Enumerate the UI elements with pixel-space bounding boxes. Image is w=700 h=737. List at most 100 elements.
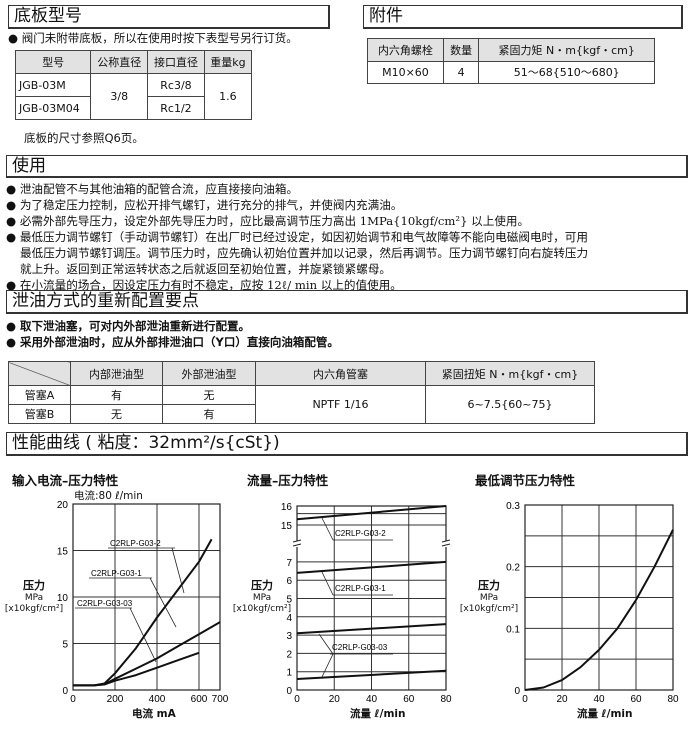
col-port: 接口直径	[147, 50, 205, 74]
chart2-ytick-label: 4	[286, 613, 292, 624]
chart2-plot-frame	[296, 505, 447, 691]
chart2-ytick-label: 3	[286, 631, 292, 642]
axis-break-icon	[441, 539, 451, 547]
chart3-xtick-label: 60	[630, 694, 642, 705]
chart2-ytick-label: 7	[286, 558, 292, 569]
label-leader-line	[318, 633, 334, 655]
chart2-series-line	[296, 669, 447, 680]
chart3-xtick-label: 80	[667, 694, 679, 705]
col-nominal: 公称直径	[90, 50, 149, 74]
label-leader-line	[171, 547, 185, 594]
chart1-series-label: C2RLP-G03-1	[91, 569, 142, 578]
chart2-xtick-label: 0	[294, 694, 300, 705]
chart2-xtick-label: 80	[440, 694, 452, 705]
chart1-series-line	[73, 651, 200, 687]
section-header-accessory: 附件	[363, 5, 683, 29]
chart2-xlabel: 流量 ℓ/min	[350, 708, 406, 720]
chart1-series-label: C2RLP-G03-2	[110, 539, 161, 548]
chart2-series-line	[296, 505, 447, 521]
chart2-ytick-label: 6	[286, 576, 292, 587]
row-label: 管塞B	[8, 404, 71, 424]
usage-item: ● 必需外部先导压力，设定外部先导压力时，应比最高调节压力高出 1MPa{10k…	[6, 214, 530, 228]
chart3-xtick-label: 40	[593, 694, 605, 705]
chart2-series-label: C2RLP-G03-1	[335, 584, 386, 593]
usage-item: ● 泄油配管不与其他油箱的配管合流，应直接接向油箱。	[6, 182, 299, 196]
label-leader-line	[129, 607, 157, 663]
section-header-baseplate: 底板型号	[8, 5, 330, 29]
chart3-xtick-label: 0	[522, 694, 528, 705]
chart3-plot-frame	[524, 504, 674, 691]
chart2-ytick-label: 5	[286, 595, 292, 606]
chart2-series-line	[296, 623, 447, 635]
chart2-xtick-label: 20	[329, 694, 341, 705]
plug-cell: NPTF 1/16	[255, 385, 426, 424]
chart1-subtitle: 电流:80 ℓ/min	[74, 490, 143, 502]
drain-table: 内部泄油型 外部泄油型 内六角管塞 紧固扭矩 N・m{kgf・cm} 管塞A 有无 NPT…	[8, 361, 595, 424]
label-leader-line	[321, 517, 334, 541]
model-cell: JGB-03M04	[14, 96, 92, 120]
usage-item: ● 为了稳定压力控制，应松开排气螺钉，进行充分的排气，并使阀内充满油。	[6, 198, 403, 212]
chart1-ytick-label: 20	[57, 500, 69, 511]
chart3-ytick-label: 0.2	[506, 563, 520, 574]
chart2-ytick-label: 16	[281, 502, 293, 513]
drain-item: ● 取下泄油塞，可对内外部泄油重新进行配置。	[6, 319, 251, 333]
chart3-xtick-label: 20	[556, 694, 568, 705]
port-cell: Rc3/8	[147, 73, 205, 97]
chart1-xtick-label: 600	[191, 694, 208, 705]
col-torque: 紧固力矩 N・m{kgf・cm}	[478, 38, 655, 62]
nominal-cell: 3/8	[90, 73, 149, 120]
chart1-title: 输入电流–压力特性	[12, 473, 119, 488]
internal-cell: 无	[70, 404, 163, 424]
chart1-xlabel: 电流 mA	[132, 708, 176, 720]
chart2-ytick-label: 0	[286, 686, 292, 697]
col-qty: 数量	[442, 38, 480, 62]
external-cell: 有	[162, 404, 256, 424]
chart1-ytick-label: 0	[62, 686, 68, 697]
col-model: 型号	[14, 50, 92, 74]
chart1-ylabel: 压力 MPa [x10kgf/cm²]	[4, 579, 64, 614]
chart3-ytick-label: 0	[514, 686, 520, 697]
usage-item-cont: 就上升。返回到正常运转状态之后就返回至初始位置，并旋紧锁紧螺母。	[20, 262, 392, 276]
baseplate-table: 型号 公称直径 接口直径 重量kg JGB-03M 3/8 Rc3/8 1.6 JGB-03…	[14, 50, 253, 120]
corner-cell	[8, 361, 71, 386]
usage-item-cont: 最低压力调节螺钉调压。调节压力时，应先确认初始位置并加以记录，然后再调节。压力调…	[20, 246, 589, 260]
chart2-series-line	[296, 560, 447, 574]
chart2-series-label: C2RLP-G03-03	[332, 643, 388, 652]
label-leader-line	[321, 653, 334, 678]
chart2-ytick-label: 2	[286, 649, 292, 660]
axis-break-gap	[442, 541, 450, 547]
port-cell: Rc1/2	[147, 96, 205, 120]
chart1-series-label: C2RLP-G03-03	[77, 599, 133, 608]
section-header-drain: 泄油方式的重新配置要点	[6, 290, 688, 314]
chart3-ytick-label: 0.3	[506, 501, 520, 512]
col-torque: 紧固扭矩 N・m{kgf・cm}	[425, 361, 595, 386]
weight-cell: 1.6	[203, 73, 253, 120]
chart1-ytick-label: 10	[57, 593, 69, 604]
section-header-performance: 性能曲线 ( 粘度：32mm²/s{cSt})	[6, 432, 688, 456]
chart3-series-line	[524, 529, 674, 691]
torque-cell: 6~7.5{60~75}	[425, 385, 595, 424]
chart1-xtick-label: 200	[107, 694, 124, 705]
chart2-series-label: C2RLP-G03-2	[335, 529, 386, 538]
drain-item: ● 采用外部泄油时，应从外部排泄油口（Y口）直接向油箱配管。	[6, 335, 339, 349]
usage-item: ● 最低压力调节螺钉（手动调节螺钉）在出厂时已经过设定，如因初始调节和电气故障等…	[6, 230, 588, 244]
chart2-ytick-label: 15	[281, 521, 293, 532]
chart3-ylabel: 压力 MPa [x10kgf/cm²]	[459, 579, 519, 614]
chart1-series-line	[73, 538, 213, 687]
chart2-ytick-label: 1	[286, 668, 292, 679]
col-plug: 内六角管塞	[255, 361, 426, 386]
accessory-table: 内六角螺栓 数量 紧固力矩 N・m{kgf・cm} M10×60 4 51～68{510…	[367, 38, 655, 84]
chart1-ytick-label: 5	[62, 640, 68, 651]
chart3-xlabel: 流量 ℓ/min	[577, 708, 633, 720]
axis-break-gap	[293, 541, 301, 547]
chart3-ytick-label: 0.1	[506, 624, 520, 635]
chart2-xtick-label: 40	[366, 694, 378, 705]
baseplate-note: ● 阀门未附带底板，所以在使用时按下表型号另行订货。	[8, 31, 298, 45]
col-external: 外部泄油型	[162, 361, 256, 386]
chart2-title: 流量–压力特性	[247, 473, 329, 488]
chart1-xtick-label: 0	[70, 694, 76, 705]
col-bolt: 内六角螺栓	[367, 38, 444, 62]
chart1-plot-frame	[72, 503, 221, 691]
chart2-xtick-label: 60	[403, 694, 415, 705]
